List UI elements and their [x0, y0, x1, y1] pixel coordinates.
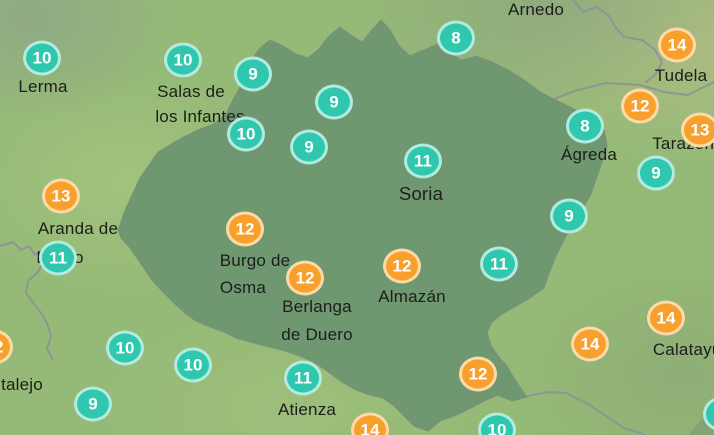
temp-value: 12	[392, 256, 412, 275]
temp-marker[interactable]: 9	[74, 386, 112, 422]
temp-marker[interactable]: 12	[286, 260, 324, 296]
place-label: Almazán	[378, 287, 446, 306]
place-label: los Infantes	[155, 107, 245, 126]
temp-value: 9	[248, 64, 258, 83]
temp-value: 12	[295, 268, 315, 287]
temp-value: 9	[304, 137, 314, 156]
temp-value: 8	[451, 28, 461, 47]
temp-value: 10	[183, 355, 203, 374]
temp-marker[interactable]: 10	[106, 330, 144, 366]
place-label: Tudela	[654, 66, 708, 85]
temp-marker[interactable]: 10	[23, 40, 61, 76]
temp-value: 11	[490, 254, 508, 273]
place-label: Burgo de	[219, 251, 291, 270]
temp-value: 9	[651, 163, 661, 182]
temp-value: 13	[690, 120, 710, 139]
temp-value: 13	[51, 186, 71, 205]
temp-marker[interactable]: 12	[621, 88, 659, 124]
temp-value: 8	[580, 116, 590, 135]
temp-value: 12	[630, 96, 650, 115]
temp-marker[interactable]: 10	[478, 412, 516, 435]
temp-value: 10	[115, 338, 135, 357]
temp-value: 10	[173, 50, 193, 69]
temp-value: 11	[414, 151, 432, 170]
place-label: Soria	[398, 183, 444, 204]
temp-marker[interactable]: 10	[174, 347, 212, 383]
place-label: Lerma	[18, 77, 68, 96]
temp-marker[interactable]: 14	[571, 326, 609, 362]
temp-marker[interactable]: 10	[164, 42, 202, 78]
place-label: Arnedo	[507, 0, 565, 19]
temp-marker[interactable]: 9	[550, 198, 588, 234]
boundary-line-north	[572, 0, 663, 83]
temp-value: 10	[32, 48, 52, 67]
temp-marker[interactable]: 12	[383, 248, 421, 284]
temp-value: 10	[487, 420, 507, 435]
temp-value: 11	[49, 248, 67, 267]
temp-value: 12	[0, 337, 3, 357]
temp-value: 9	[329, 92, 339, 111]
temp-value: 14	[656, 308, 676, 327]
temp-marker[interactable]: 14	[351, 412, 389, 435]
temp-marker[interactable]: 12	[459, 356, 497, 392]
boundary-line-southeast	[527, 391, 646, 435]
temp-marker[interactable]: 11	[404, 143, 442, 179]
place-label: Berlanga	[282, 297, 352, 316]
temp-marker[interactable]: 11	[39, 240, 77, 276]
temp-marker[interactable]: 11	[480, 246, 518, 282]
temp-marker[interactable]: 8	[437, 20, 475, 56]
temp-marker[interactable]: 9	[290, 129, 328, 165]
temp-marker[interactable]: 14	[658, 27, 696, 63]
boundary-line-northeast	[555, 81, 714, 99]
temp-value: 10	[236, 124, 256, 143]
place-label: talejo	[1, 375, 43, 394]
temp-value: 14	[667, 35, 687, 54]
temp-marker[interactable]: 10	[227, 116, 265, 152]
temp-value: 9	[564, 206, 574, 225]
place-label: Calatayud	[652, 340, 714, 359]
temp-marker[interactable]: 8	[566, 108, 604, 144]
temp-value: 14	[360, 420, 380, 435]
temp-marker[interactable]: 9	[234, 56, 272, 92]
temp-marker[interactable]: 12	[226, 211, 264, 247]
temp-marker[interactable]: 11	[284, 360, 322, 396]
place-label: Ágreda	[560, 145, 618, 164]
boundary-line-southwest	[0, 241, 54, 361]
temp-value: 12	[468, 364, 488, 383]
temp-value: 14	[580, 334, 600, 353]
temp-value: 12	[235, 219, 255, 238]
temp-marker[interactable]: 9	[637, 155, 675, 191]
temp-value: 11	[294, 368, 312, 387]
place-label: Osma	[219, 278, 267, 297]
place-label: Aranda de	[37, 219, 119, 238]
temp-value: 9	[88, 394, 98, 413]
place-label: de Duero	[281, 325, 353, 344]
place-label: Atienza	[277, 400, 337, 419]
temp-marker[interactable]: 13	[42, 178, 80, 214]
place-label: Salas de	[157, 82, 225, 101]
temp-marker[interactable]: 14	[647, 300, 685, 336]
temp-marker[interactable]: 9	[315, 84, 353, 120]
temp-marker[interactable]: 13	[681, 112, 714, 148]
